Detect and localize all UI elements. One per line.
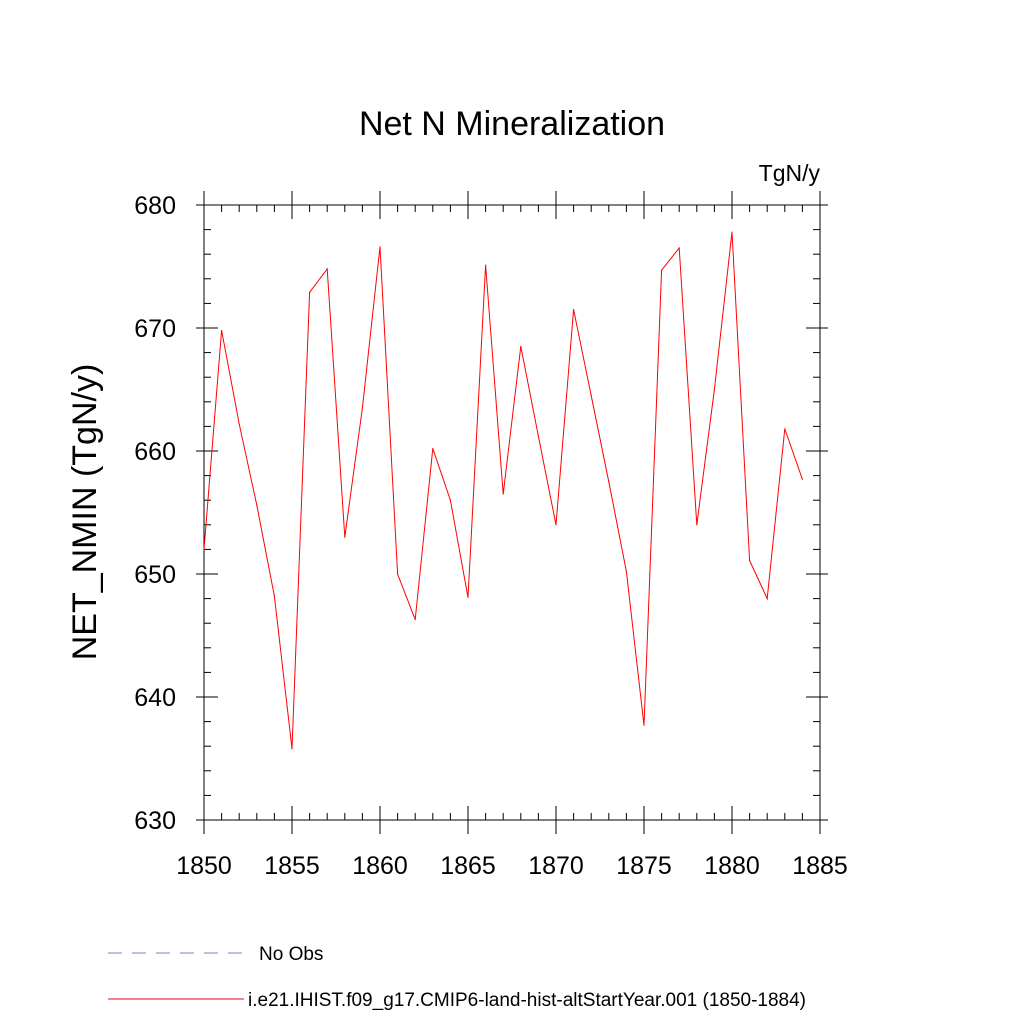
- y-tick-label: 640: [134, 684, 176, 712]
- data-point: [485, 264, 487, 266]
- data-point: [273, 595, 275, 597]
- data-point: [625, 570, 628, 573]
- x-tick-label: 1885: [792, 852, 848, 880]
- data-point: [379, 246, 381, 248]
- data-point: [731, 231, 733, 233]
- data-point: [414, 618, 416, 621]
- data-point: [801, 478, 804, 480]
- units-label: TgN/y: [759, 160, 821, 186]
- data-point: [766, 598, 768, 600]
- x-tick-label: 1865: [440, 852, 496, 880]
- data-point: [326, 268, 328, 270]
- legend: No Obs i.e21.IHIST.f09_g17.CMIP6-land-hi…: [108, 944, 806, 1011]
- data-point: [555, 524, 557, 526]
- data-point: [432, 447, 434, 450]
- data-point: [344, 536, 346, 538]
- data-point: [678, 247, 680, 249]
- y-tick-label: 650: [134, 561, 176, 589]
- y-axis: 630 640 650 660 670 680: [134, 192, 828, 835]
- chart-title: Net N Mineralization: [359, 105, 665, 143]
- data-point: [291, 748, 293, 750]
- data-point: [203, 548, 205, 551]
- x-tick-label: 1875: [616, 852, 672, 880]
- legend-label-series: i.e21.IHIST.f09_g17.CMIP6-land-hist-altS…: [248, 990, 806, 1011]
- data-point: [467, 596, 469, 598]
- x-tick-label: 1880: [704, 852, 760, 880]
- data-point: [784, 428, 786, 430]
- data-point: [361, 407, 363, 409]
- series-layer: [203, 231, 804, 750]
- y-tick-label: 630: [134, 807, 176, 835]
- data-point: [221, 329, 223, 332]
- x-tick-label: 1860: [352, 852, 408, 880]
- series-line: [203, 232, 803, 749]
- data-point: [661, 269, 663, 271]
- data-point: [749, 559, 751, 562]
- data-point: [537, 435, 540, 437]
- data-point: [573, 308, 575, 311]
- data-point: [502, 493, 504, 495]
- legend-label-no-obs: No Obs: [259, 944, 323, 965]
- data-point: [238, 423, 240, 425]
- data-point: [643, 724, 645, 726]
- data-point: [256, 504, 258, 506]
- data-point: [520, 345, 522, 348]
- x-tick-label: 1870: [528, 852, 584, 880]
- data-point: [696, 524, 698, 526]
- data-point: [449, 499, 451, 501]
- y-tick-label: 670: [134, 315, 176, 343]
- data-point: [713, 388, 716, 391]
- x-tick-label: 1850: [176, 852, 232, 880]
- y-tick-label: 660: [134, 438, 176, 466]
- data-point: [397, 573, 399, 575]
- data-point: [590, 395, 592, 397]
- x-axis: 1850 1855 1860 1865 1870 1875 1880 1885: [176, 191, 848, 880]
- y-tick-label: 680: [134, 192, 176, 220]
- data-point: [309, 291, 311, 293]
- x-tick-label: 1855: [264, 852, 320, 880]
- plot-frame: [203, 204, 821, 821]
- y-axis-label: NET_NMIN (TgN/y): [66, 364, 104, 661]
- data-point: [608, 481, 610, 483]
